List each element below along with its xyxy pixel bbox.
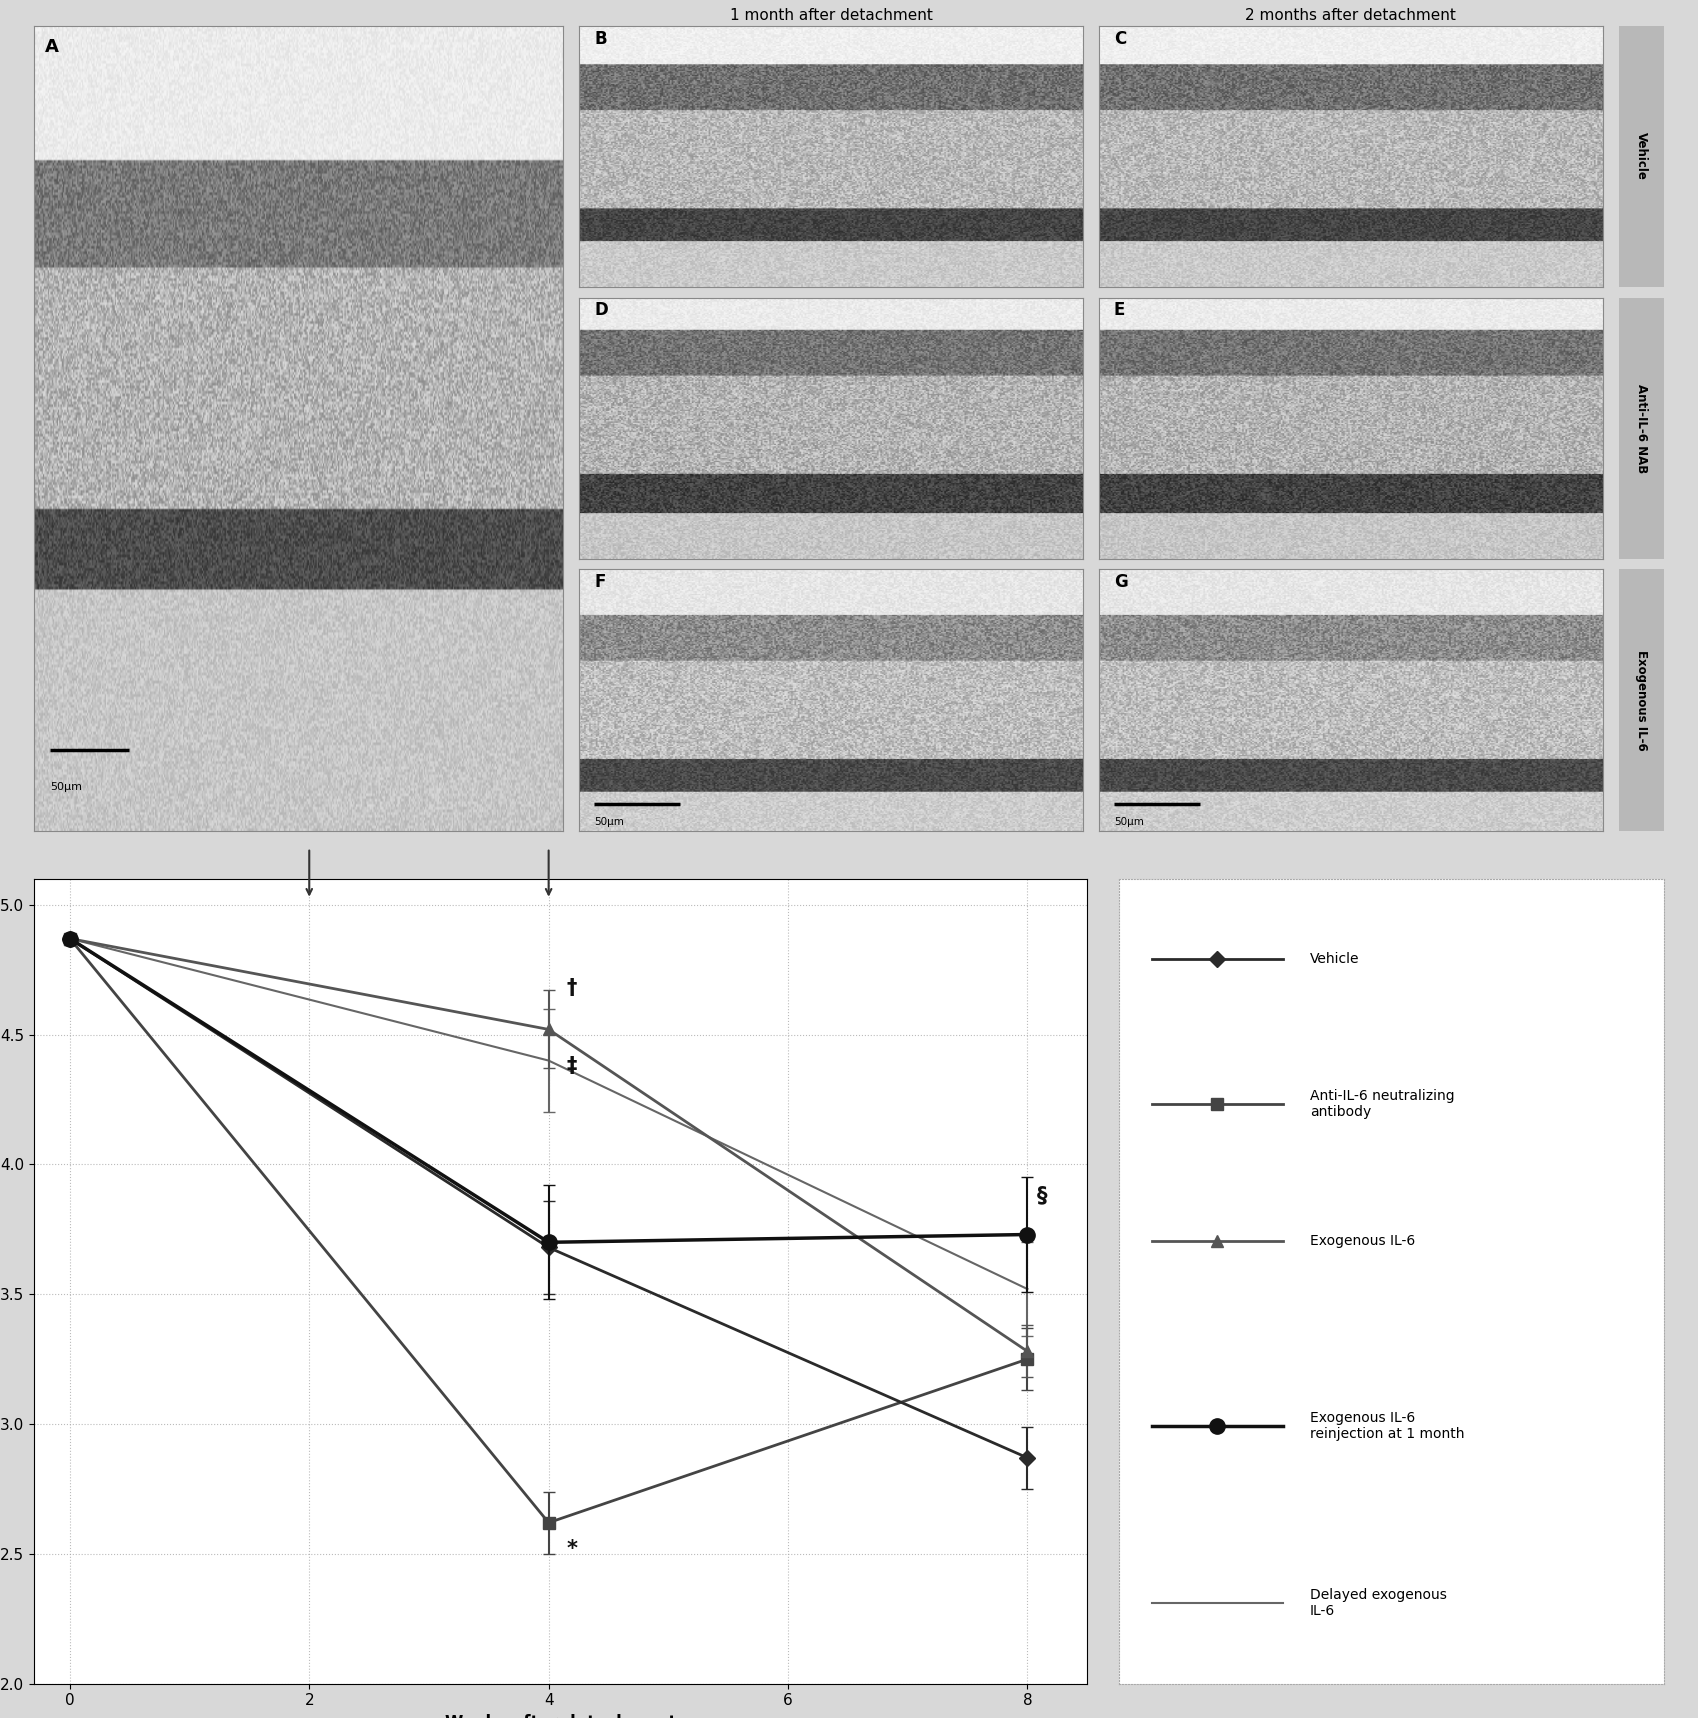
Text: Vehicle: Vehicle (1309, 952, 1360, 966)
Text: Anti-IL-6 NAB: Anti-IL-6 NAB (1635, 383, 1647, 472)
Text: Exogenous IL-6
reinjection at 1 month: Exogenous IL-6 reinjection at 1 month (1309, 1410, 1464, 1441)
Text: ‡: ‡ (567, 1057, 577, 1075)
Text: Exogenous IL-6: Exogenous IL-6 (1635, 649, 1647, 751)
Text: §: § (1037, 1185, 1048, 1206)
Title: 1 month after detachment: 1 month after detachment (730, 9, 932, 24)
Text: Vehicle: Vehicle (1635, 132, 1647, 180)
Text: F: F (594, 574, 606, 591)
Text: G: G (1114, 574, 1127, 591)
Text: 50μm: 50μm (594, 818, 623, 828)
Text: C: C (1114, 29, 1126, 48)
Text: D: D (594, 301, 608, 320)
Text: Exogenous IL-6: Exogenous IL-6 (1309, 1234, 1414, 1247)
Text: E: E (1114, 301, 1126, 320)
Text: †: † (567, 978, 577, 998)
Text: B: B (594, 29, 606, 48)
Text: 50μm: 50μm (49, 782, 82, 792)
Text: Delayed exogenous
IL-6: Delayed exogenous IL-6 (1309, 1587, 1447, 1618)
Text: 50μm: 50μm (1114, 818, 1144, 828)
Title: 2 months after detachment: 2 months after detachment (1245, 9, 1457, 24)
Text: *: * (567, 1539, 577, 1558)
Text: Anti-IL-6 neutralizing
antibody: Anti-IL-6 neutralizing antibody (1309, 1089, 1455, 1120)
X-axis label: Weeks after detachment: Weeks after detachment (445, 1715, 676, 1718)
Text: A: A (44, 38, 58, 57)
